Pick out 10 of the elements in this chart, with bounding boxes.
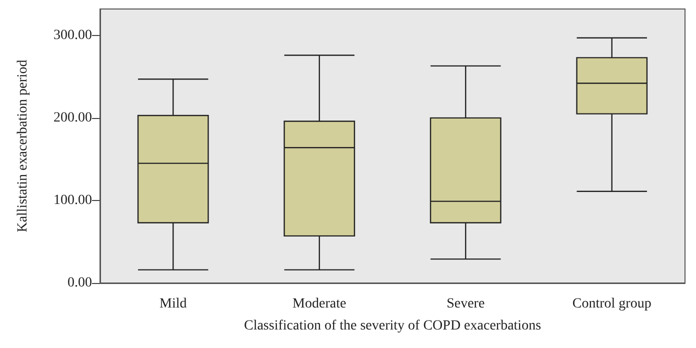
y-tick-label: 200.00 [54,110,92,126]
y-tick-label: 300.00 [54,28,92,43]
x-tick-label: Mild [160,296,187,312]
x-tick-label: Severe [446,296,485,312]
x-axis-title: Classification of the severity of COPD exacerbations [244,318,542,334]
x-tick-label: Moderate [292,296,346,312]
y-tick-label: 0.00 [68,276,92,290]
x-tick-label: Control group [572,296,652,312]
y-tick-label: 100.00 [54,192,92,208]
y-axis-title: Kallistatin exacerbation period [16,60,30,232]
